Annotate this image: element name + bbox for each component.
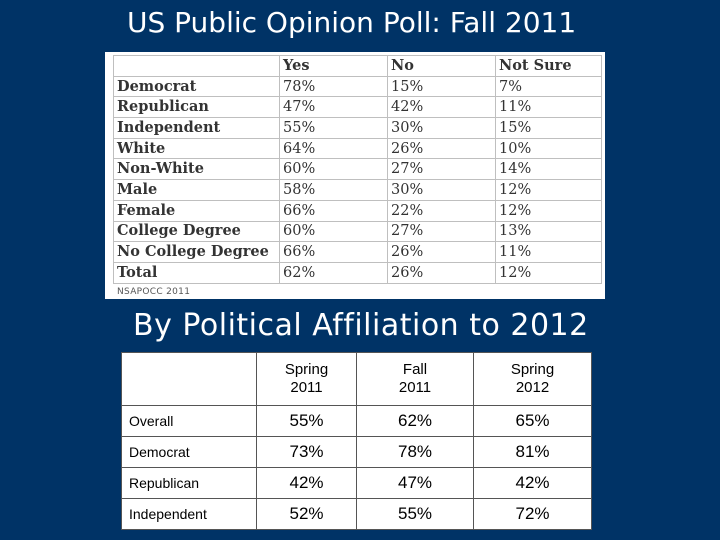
yes-cell: 64%	[279, 137, 388, 160]
row-label: No College Degree	[113, 241, 280, 263]
no-cell: 30%	[387, 117, 496, 139]
row-label: Total	[113, 261, 280, 284]
value-cell: 78%	[356, 436, 474, 468]
table-row: Total 62% 26% 12%	[113, 261, 602, 284]
not-sure-cell: 13%	[495, 220, 602, 243]
poll-header-yes: Yes	[279, 55, 388, 77]
yes-cell: 60%	[279, 158, 388, 181]
poll-source-caption: NSAPOCC 2011	[117, 287, 191, 297]
table-row: Non-White 60% 27% 14%	[113, 158, 602, 181]
row-label: Independent	[113, 117, 280, 139]
column-header-line: Fall	[402, 361, 428, 378]
column-header-line: 2011	[290, 379, 323, 396]
not-sure-cell: 10%	[495, 137, 602, 160]
no-cell: 27%	[387, 220, 496, 243]
table-row: Male 58% 30% 12%	[113, 179, 602, 201]
column-header: Spring 2012	[473, 352, 592, 406]
row-label: Male	[113, 179, 280, 201]
row-label: Female	[113, 199, 280, 222]
row-label: Democrat	[121, 436, 257, 468]
row-label: Republican	[113, 96, 280, 119]
table-row: Republican 47% 42% 11%	[113, 96, 602, 119]
value-cell: 42%	[473, 467, 592, 499]
yes-cell: 60%	[279, 220, 388, 243]
poll-header-not-sure: Not Sure	[495, 55, 602, 77]
value-cell: 42%	[256, 467, 357, 499]
column-header-line: Spring	[284, 361, 329, 378]
yes-cell: 58%	[279, 179, 388, 201]
no-cell: 26%	[387, 261, 496, 284]
value-cell: 47%	[356, 467, 474, 499]
row-label: Non-White	[113, 158, 280, 181]
not-sure-cell: 12%	[495, 261, 602, 284]
value-cell: 73%	[256, 436, 357, 468]
column-header-line: 2012	[515, 379, 550, 396]
no-cell: 26%	[387, 137, 496, 160]
column-header-line: 2011	[398, 379, 432, 396]
row-label: College Degree	[113, 220, 280, 243]
poll-table: Yes No Not Sure Democrat 78% 15% 7% Republi…	[113, 55, 602, 284]
value-cell: 55%	[356, 498, 474, 530]
no-cell: 42%	[387, 96, 496, 119]
yes-cell: 66%	[279, 241, 388, 263]
value-cell: 62%	[356, 405, 474, 437]
value-cell: 65%	[473, 405, 592, 437]
not-sure-cell: 12%	[495, 179, 602, 201]
row-label: Republican	[121, 467, 257, 499]
not-sure-cell: 7%	[495, 75, 602, 98]
not-sure-cell: 11%	[495, 96, 602, 119]
table-row: Republican 42% 47% 42%	[121, 467, 592, 499]
yes-cell: 47%	[279, 96, 388, 119]
no-cell: 27%	[387, 158, 496, 181]
yes-cell: 55%	[279, 117, 388, 139]
row-label: Independent	[121, 498, 257, 530]
poll-header-row: Yes No Not Sure	[113, 55, 602, 77]
affiliation-header-row: Spring 2011 Fall 2011 Spring 2012	[121, 352, 592, 406]
poll-header-blank	[113, 55, 280, 77]
not-sure-cell: 11%	[495, 241, 602, 263]
column-header: Fall 2011	[356, 352, 474, 406]
table-row: College Degree 60% 27% 13%	[113, 220, 602, 243]
row-label: Democrat	[113, 75, 280, 98]
section-title: By Political Affiliation to 2012	[133, 308, 589, 343]
row-label: White	[113, 137, 280, 160]
table-row: Democrat 78% 15% 7%	[113, 75, 602, 98]
value-cell: 52%	[256, 498, 357, 530]
poll-table-panel: Yes No Not Sure Democrat 78% 15% 7% Republi…	[105, 52, 605, 299]
table-row: Female 66% 22% 12%	[113, 199, 602, 222]
table-row: Democrat 73% 78% 81%	[121, 436, 592, 468]
table-row: Independent 55% 30% 15%	[113, 117, 602, 139]
row-label: Overall	[121, 405, 257, 437]
column-header-line: Spring	[510, 361, 555, 378]
not-sure-cell: 14%	[495, 158, 602, 181]
yes-cell: 78%	[279, 75, 388, 98]
table-row: White 64% 26% 10%	[113, 137, 602, 160]
no-cell: 26%	[387, 241, 496, 263]
no-cell: 15%	[387, 75, 496, 98]
page-title: US Public Opinion Poll: Fall 2011	[127, 6, 577, 39]
table-row: No College Degree 66% 26% 11%	[113, 241, 602, 263]
column-header: Spring 2011	[256, 352, 357, 406]
table-row: Independent 52% 55% 72%	[121, 498, 592, 530]
affiliation-table: Spring 2011 Fall 2011 Spring 2012 Overall 55…	[121, 352, 592, 530]
value-cell: 81%	[473, 436, 592, 468]
not-sure-cell: 15%	[495, 117, 602, 139]
value-cell: 55%	[256, 405, 357, 437]
table-row: Overall 55% 62% 65%	[121, 405, 592, 437]
affiliation-header-blank	[121, 352, 257, 406]
no-cell: 30%	[387, 179, 496, 201]
no-cell: 22%	[387, 199, 496, 222]
poll-header-no: No	[387, 55, 496, 77]
not-sure-cell: 12%	[495, 199, 602, 222]
value-cell: 72%	[473, 498, 592, 530]
yes-cell: 62%	[279, 261, 388, 284]
yes-cell: 66%	[279, 199, 388, 222]
